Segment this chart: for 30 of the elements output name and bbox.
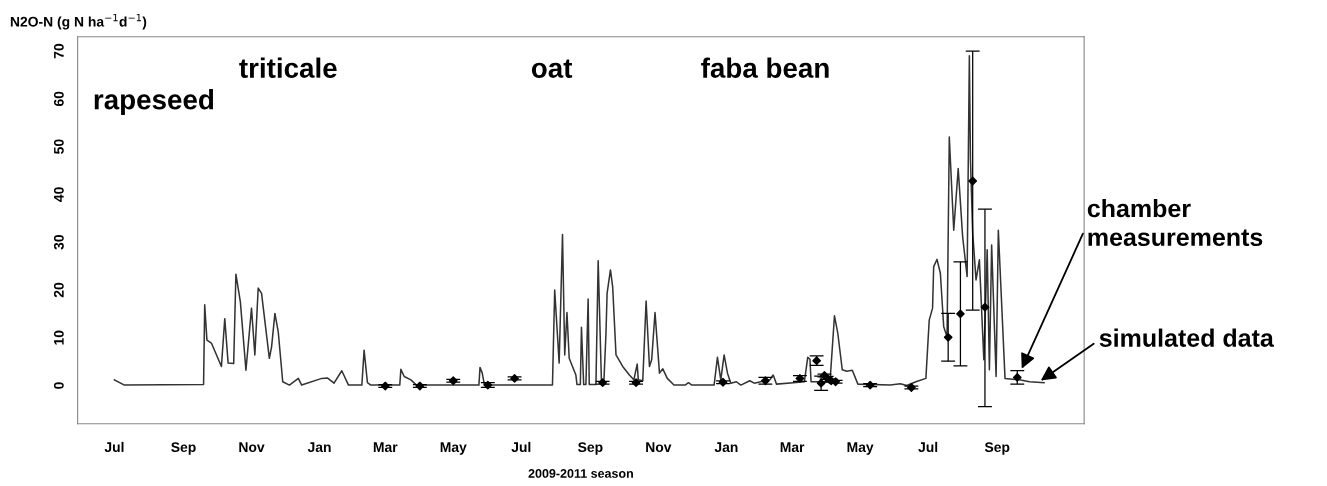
x-tick-label: May [440, 442, 467, 455]
x-tick-label: Sep [578, 442, 603, 455]
y-axis-title: N2O-N (g N ha$^{−1}$d$^{−1}$) [10, 14, 147, 30]
y-tick-label: 70 [53, 43, 64, 59]
y-tick-label: 0 [53, 382, 64, 389]
y-tick-label: 30 [53, 235, 64, 250]
x-axis-title: 2009-2011 season [528, 469, 633, 478]
y-tick-label: 50 [53, 139, 64, 154]
annotation: faba bean [701, 57, 829, 78]
x-tick-label: Jul [511, 441, 531, 453]
x-tick-label: Sep [171, 442, 196, 455]
y-tick-label: 20 [53, 282, 64, 298]
x-tick-label: Nov [646, 442, 672, 453]
annotation: oat [531, 59, 573, 78]
y-tick-label: 10 [53, 330, 64, 345]
y-tick-label: 60 [53, 91, 64, 107]
x-tick-label: Mar [780, 442, 805, 453]
y-tick-label: 40 [53, 187, 64, 202]
x-tick-label: Jul [918, 441, 938, 453]
x-tick-label: Mar [373, 442, 398, 453]
annotation: chamber measurements [1087, 199, 1263, 247]
x-tick-label: Jan [307, 442, 331, 453]
x-tick-label: May [847, 442, 874, 455]
annotation: simulated data [1099, 328, 1274, 347]
x-tick-label: Sep [984, 442, 1010, 455]
x-tick-label: Jul [104, 441, 124, 453]
annotation: triticale [239, 57, 337, 78]
x-tick-label: Nov [239, 442, 265, 453]
x-tick-label: Jan [714, 442, 738, 453]
annotation: rapeseed [94, 89, 214, 116]
